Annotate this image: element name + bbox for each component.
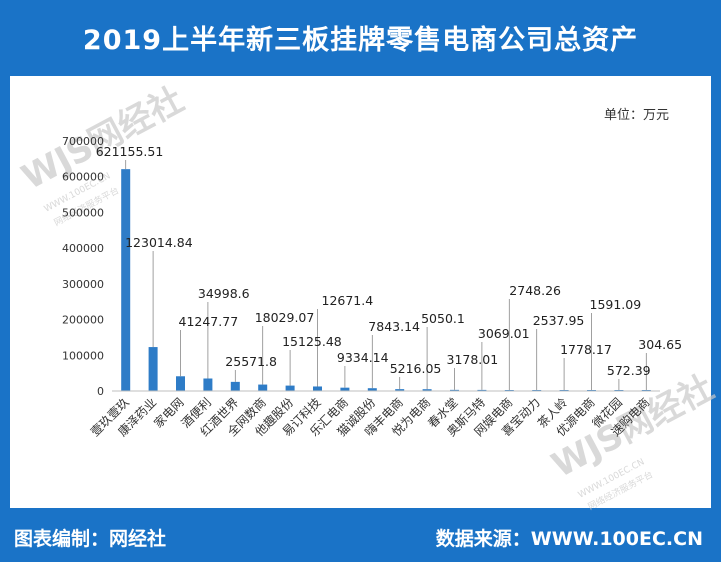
data-label: 621155.51 — [96, 144, 164, 159]
chart-title: 2019上半年新三板挂牌零售电商公司总资产 — [82, 24, 639, 56]
bar — [148, 347, 158, 391]
y-tick-label: 200000 — [62, 314, 104, 327]
bar — [258, 384, 268, 391]
footer-source: 数据来源：WWW.100EC.CN — [435, 528, 703, 550]
footer-compiler: 图表编制：网经社 — [14, 528, 167, 550]
bar — [176, 376, 185, 391]
y-axis: 0 100000 200000 300000 400000 500000 600000 700… — [62, 135, 104, 398]
bar — [422, 389, 432, 391]
bar — [367, 388, 377, 391]
x-tick-label: 家电网 — [151, 395, 187, 431]
bar — [203, 378, 213, 391]
y-tick-label: 300000 — [62, 278, 104, 291]
y-tick-label: 600000 — [62, 171, 104, 184]
data-label: 123014.84 — [125, 235, 193, 250]
bar — [313, 386, 322, 391]
data-label: 7843.14 — [368, 319, 420, 334]
data-label: 9334.14 — [337, 350, 389, 365]
data-label: 1778.17 — [560, 342, 612, 357]
y-tick-label: 400000 — [62, 242, 104, 255]
unit-label: 单位：万元 — [603, 108, 669, 123]
data-label: 25571.8 — [225, 354, 277, 369]
data-label: 34998.6 — [198, 286, 250, 301]
bars — [121, 169, 651, 391]
bar — [340, 387, 350, 391]
data-label: 3178.01 — [447, 352, 499, 367]
data-label: 1591.09 — [590, 297, 642, 312]
data-label: 3069.01 — [478, 326, 530, 341]
data-label: 41247.77 — [179, 314, 239, 329]
y-tick-label: 100000 — [62, 349, 104, 362]
y-tick-label: 500000 — [62, 206, 104, 219]
footer: 图表编制：网经社 数据来源：WWW.100EC.CN — [0, 510, 721, 562]
bar — [450, 389, 459, 391]
bar — [285, 385, 295, 391]
y-tick-label: 0 — [97, 385, 104, 398]
leader-lines — [125, 160, 647, 390]
data-label: 12671.4 — [322, 293, 374, 308]
data-label: 15125.48 — [282, 334, 342, 349]
data-label: 2748.26 — [509, 283, 561, 298]
bar — [121, 169, 131, 391]
data-label: 5050.1 — [421, 311, 465, 326]
data-label: 304.65 — [638, 337, 682, 352]
bar — [477, 389, 487, 391]
data-label: 572.39 — [607, 363, 651, 378]
data-labels: 621155.51 123014.84 41247.77 34998.6 25571.8… — [96, 144, 682, 378]
x-axis: 壹玖壹玖康泽药业家电网酒便利红酒世界全网数商他趣股份易订科技乐汇电商猫诚股份嗨丰… — [88, 390, 660, 439]
data-label: 2537.95 — [533, 313, 585, 328]
data-label: 5216.05 — [390, 361, 442, 376]
bar — [395, 389, 405, 391]
bar — [230, 381, 240, 391]
y-tick-label: 700000 — [62, 135, 104, 148]
data-label: 18029.07 — [255, 310, 315, 325]
